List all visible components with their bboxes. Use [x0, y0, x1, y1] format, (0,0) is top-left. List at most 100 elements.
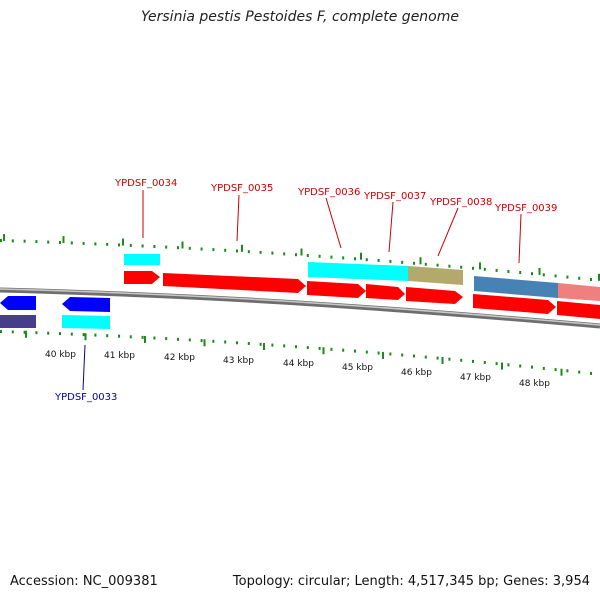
- reverse-cds-0033[interactable]: [62, 297, 110, 312]
- tick-dot: [483, 361, 486, 364]
- tick-mark: [322, 347, 325, 355]
- tick-dot: [212, 339, 215, 343]
- tick-dot: [542, 273, 545, 277]
- tick-dot: [365, 258, 368, 262]
- cds-arrow-0035[interactable]: [163, 273, 306, 293]
- tick-dot: [436, 263, 439, 267]
- tick-dot: [554, 274, 557, 278]
- cds-arrow-0036[interactable]: [307, 281, 366, 298]
- label-leaders: [82, 190, 522, 391]
- tick-dot: [11, 330, 14, 334]
- cyan-feature-0036[interactable]: [308, 262, 408, 281]
- tick-dot: [177, 246, 179, 250]
- tick-dot: [82, 241, 85, 245]
- inner-tick-track: [0, 330, 592, 376]
- tick-dot: [413, 354, 415, 358]
- steel-feature-0039[interactable]: [474, 276, 558, 298]
- gene-label-0037[interactable]: YPDSF_0037: [363, 191, 426, 202]
- genome-backbone: [0, 287, 600, 329]
- cds-arrow-0038[interactable]: [406, 287, 463, 304]
- gene-label-0033[interactable]: YPDSF_0033: [54, 392, 117, 403]
- gene-label-0034[interactable]: YPDSF_0034: [114, 178, 177, 189]
- tick-dot: [483, 267, 486, 271]
- tick-dot: [342, 348, 345, 352]
- tick-mark: [241, 244, 243, 252]
- tick-dot: [153, 245, 156, 248]
- tick-dot: [507, 270, 510, 273]
- tick-dot: [377, 351, 380, 355]
- tick-dot: [295, 345, 297, 349]
- tick-dot: [0, 239, 2, 242]
- leader-0035: [236, 194, 240, 242]
- tick-mark: [560, 368, 563, 376]
- tick-dot: [129, 335, 132, 339]
- scale-labels: 40 kbp 41 kbp 42 kbp 43 kbp 44 kbp 45 kb…: [45, 350, 550, 389]
- tick-dot: [578, 276, 581, 280]
- tick-dot: [141, 244, 144, 248]
- tick-dot: [23, 330, 26, 334]
- scale-label-42: 42 kbp: [164, 353, 195, 363]
- tick-dot: [59, 332, 61, 336]
- tick-dot: [495, 362, 498, 366]
- tick-dot: [342, 256, 345, 260]
- cds-arrow-0034[interactable]: [124, 271, 160, 284]
- leader-0038: [437, 207, 459, 257]
- tick-dot: [531, 272, 533, 276]
- gene-label-0036[interactable]: YPDSF_0036: [297, 187, 360, 198]
- tick-dot: [165, 337, 168, 341]
- tick-dot: [354, 349, 356, 353]
- tick-dot: [283, 344, 286, 348]
- olive-feature-0037[interactable]: [408, 266, 463, 285]
- tick-mark: [3, 234, 5, 242]
- tick-mark: [203, 339, 206, 347]
- tick-dot: [224, 248, 227, 252]
- cds-arrow-0037[interactable]: [366, 284, 405, 300]
- tick-dot: [70, 332, 73, 336]
- tick-dot: [318, 346, 321, 350]
- tick-dot: [330, 255, 333, 259]
- tick-mark: [360, 252, 362, 260]
- tick-dot: [436, 356, 439, 360]
- gene-label-0035[interactable]: YPDSF_0035: [210, 183, 273, 194]
- outer-tick-track: [0, 234, 600, 281]
- cds-arrow-0039[interactable]: [473, 294, 556, 314]
- cyan-feature-0034[interactable]: [124, 254, 160, 265]
- tick-mark: [62, 236, 65, 244]
- genome-backbone-highlight: [0, 288, 600, 326]
- cds-arrow-0040[interactable]: [557, 301, 600, 319]
- leader-0039: [518, 213, 522, 264]
- scale-label-47: 47 kbp: [460, 373, 491, 383]
- cyan-feature-0033[interactable]: [62, 315, 110, 329]
- pink-feature-0039[interactable]: [558, 283, 600, 301]
- reverse-cds-left[interactable]: [0, 296, 36, 310]
- tick-marks-inner: [25, 330, 563, 376]
- tick-dot: [271, 343, 274, 347]
- tick-dot: [389, 352, 392, 356]
- tick-dot: [472, 359, 474, 363]
- tick-dot: [70, 241, 73, 245]
- tick-dot: [306, 346, 309, 350]
- genome-summary-text: Topology: circular; Length: 4,517,345 bp…: [232, 574, 590, 589]
- tick-dot: [141, 335, 144, 339]
- tick-dot: [448, 264, 451, 268]
- navy-feature-left[interactable]: [0, 315, 36, 328]
- gene-label-0039[interactable]: YPDSF_0039: [494, 203, 557, 214]
- tick-dot: [82, 333, 85, 337]
- tick-dot: [200, 339, 203, 343]
- tick-mark: [84, 333, 87, 341]
- tick-dot: [47, 331, 50, 335]
- tick-dot: [212, 248, 215, 252]
- tick-mark: [538, 267, 541, 275]
- tick-dot: [377, 259, 380, 262]
- reverse-strand: [0, 296, 110, 329]
- tick-dot: [236, 249, 238, 253]
- tick-dot: [424, 355, 427, 359]
- gene-labels: YPDSF_0034 YPDSF_0035 YPDSF_0036 YPDSF_0…: [54, 178, 557, 403]
- tick-dot: [188, 246, 191, 250]
- scale-label-41: 41 kbp: [104, 351, 135, 361]
- tick-dot: [35, 331, 38, 335]
- tick-dot: [306, 254, 309, 257]
- tick-dot: [106, 334, 109, 338]
- gene-label-0038[interactable]: YPDSF_0038: [429, 197, 492, 208]
